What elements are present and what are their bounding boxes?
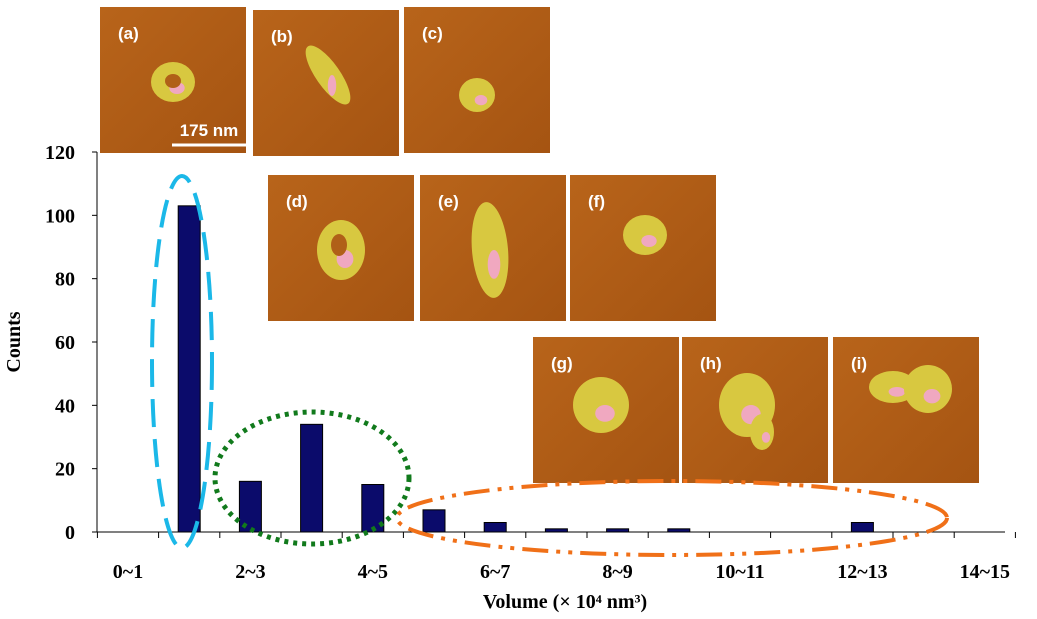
inset-image — [833, 337, 979, 483]
inset-label: (b) — [271, 27, 293, 46]
bar — [606, 528, 630, 533]
scale-bar-label: 175 nm — [180, 121, 239, 140]
inset-hole — [331, 234, 347, 256]
x-tick-label: 6~7 — [480, 561, 510, 583]
x-tick-label: 4~5 — [358, 561, 388, 583]
inset-label: (c) — [422, 24, 443, 43]
bar — [177, 205, 201, 533]
inset-blob — [573, 377, 629, 433]
inset-blob — [305, 45, 351, 105]
inset-spot — [923, 389, 941, 404]
inset-blob — [471, 202, 509, 298]
y-tick-label: 0 — [65, 522, 75, 544]
x-tick-label: 12~13 — [837, 561, 887, 583]
inset-spot — [474, 95, 488, 106]
bar — [544, 528, 568, 533]
bar — [850, 522, 874, 533]
x-axis-title: Volume (× 10⁴ nm³) — [483, 591, 647, 613]
inset-spot — [761, 432, 771, 443]
bar — [483, 522, 507, 533]
inset-hole — [165, 74, 181, 88]
y-tick-label: 80 — [55, 269, 75, 291]
y-tick-label: 100 — [45, 205, 75, 227]
inset-label: (e) — [438, 192, 459, 211]
y-tick-label: 40 — [55, 395, 75, 417]
inset-label: (g) — [551, 354, 573, 373]
x-tick-label: 10~11 — [715, 561, 764, 583]
inset-blob — [750, 414, 774, 450]
inset-label: (d) — [286, 192, 308, 211]
inset-blob — [459, 78, 495, 112]
highlight — [212, 409, 412, 547]
y-tick-label: 20 — [55, 459, 75, 481]
inset-spot — [641, 235, 657, 247]
y-tick-label: 120 — [45, 142, 75, 164]
bar — [300, 423, 324, 533]
x-tick-label: 2~3 — [235, 561, 265, 583]
highlight — [395, 479, 949, 557]
x-tick-label: 0~1 — [113, 561, 143, 583]
highlight — [150, 174, 214, 550]
inset-spot — [487, 250, 501, 279]
inset-label: (a) — [118, 24, 139, 43]
x-tick-label: 14~15 — [960, 561, 1010, 583]
inset-label: (f) — [588, 192, 605, 211]
y-tick-label: 60 — [55, 332, 75, 354]
bar — [422, 509, 446, 533]
inset-blob — [623, 215, 667, 255]
inset-spot — [888, 387, 906, 397]
bar — [361, 484, 385, 533]
inset-label: (i) — [851, 354, 867, 373]
inset-blob — [904, 365, 952, 413]
inset-label: (h) — [700, 354, 722, 373]
x-tick-label: 8~9 — [602, 561, 632, 583]
y-axis-title: Counts — [3, 311, 25, 372]
inset-spot — [327, 75, 337, 96]
bar — [238, 480, 262, 533]
bar — [667, 528, 691, 533]
inset-spot — [595, 405, 615, 422]
